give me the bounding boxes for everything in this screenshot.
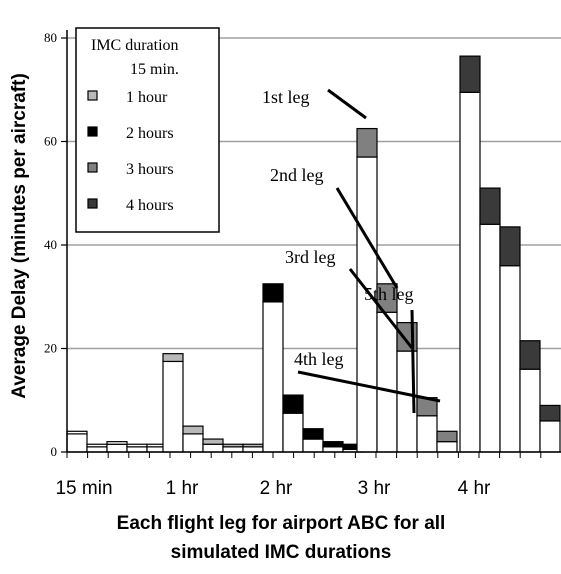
y-axis-title: Average Delay (minutes per aircraft) [9, 73, 30, 399]
legend-title-line1: IMC duration [91, 37, 179, 54]
x-tick-labels: 15 min 1 hr 2 hr 3 hr 4 hr [55, 478, 491, 499]
bar-4hr-leg2-base [479, 223, 501, 453]
annotation-1st-leg-line [327, 88, 367, 120]
y-tick-label-0: 0 [51, 444, 58, 459]
bar-2hr-leg2-base [282, 412, 304, 453]
bar-15min-leg4-extra [126, 443, 148, 448]
legend-box [75, 27, 220, 233]
bar-4hr-leg2-extra [479, 187, 501, 225]
x-group-label-3hr: 3 hr [358, 478, 391, 499]
legend-label-2-hours: 2 hours [126, 125, 174, 142]
bar-2hr-leg3-base [302, 438, 324, 453]
leg-annotations: 1st leg 2nd leg 3rd leg 4th leg 5th leg [262, 87, 441, 414]
bar-1hr-leg3-base [202, 443, 224, 453]
x-group-label-4hr: 4 hr [458, 478, 491, 499]
bar-1hr-leg4-extra [222, 443, 244, 448]
bar-3hr-leg1-base [356, 156, 378, 453]
bar-4hr-leg5-extra [539, 404, 561, 422]
legend-swatch-4-hours [87, 198, 98, 209]
legend-title-line2: 15 min. [130, 61, 179, 78]
bar-1hr-leg4-base [222, 446, 244, 453]
bar-15min-leg1-extra [66, 430, 88, 435]
y-tick-label-60: 60 [44, 134, 57, 149]
bar-3hr-leg5-extra [436, 430, 458, 443]
legend-label-1-hour: 1 hour [126, 89, 168, 106]
bar-4hr-leg5-base [539, 420, 561, 453]
legend: IMC duration 15 min. 1 hour 2 hours 3 hours 4… [75, 27, 220, 233]
annotation-4th-leg-line [297, 370, 441, 403]
annotation-2nd-leg-line [335, 187, 399, 289]
bar-1hr-leg5-extra [242, 443, 264, 448]
bar-2hr-leg4-extra [322, 441, 344, 448]
bar-1hr-leg1-extra [162, 353, 184, 363]
bar-3hr-leg5-base [436, 441, 458, 453]
bar-1hr-leg1-base [162, 360, 184, 453]
x-group-label-2hr: 2 hr [260, 478, 293, 499]
bar-3hr-leg4-base [416, 415, 438, 453]
annotation-4th-leg-label: 4th leg [294, 349, 344, 369]
annotation-3rd-leg-label: 3rd leg [285, 247, 335, 267]
bar-1hr-leg2-extra [182, 425, 204, 435]
legend-swatch-2-hours [87, 126, 98, 137]
bar-3hr-leg2-extra [376, 283, 398, 313]
y-tick-label-20: 20 [44, 341, 57, 356]
y-tick-label-80: 80 [44, 30, 57, 45]
bar-2hr-leg1-extra [262, 283, 284, 303]
bar-1hr-leg3-extra [202, 438, 224, 445]
annotation-5th-leg-label: 5th leg [364, 284, 414, 304]
bar-1hr-leg2-base [182, 433, 204, 453]
bar-4hr-leg3-base [499, 265, 521, 453]
annotation-1st-leg-label: 1st leg [262, 87, 310, 107]
bar-4hr-leg1-base [459, 91, 481, 453]
legend-label-4-hours: 4 hours [126, 197, 174, 214]
bar-1hr-leg5-base [242, 446, 264, 453]
bar-15min-leg2-base [86, 446, 108, 453]
bar-4hr-leg3-extra [499, 226, 521, 267]
bar-15min-leg3-base [106, 443, 128, 453]
legend-swatch-3-hours [87, 162, 98, 173]
bar-3hr-leg2-base [376, 311, 398, 453]
x-group-label-15min: 15 min [55, 478, 112, 499]
annotation-3rd-leg-line [348, 268, 414, 349]
bar-15min-leg1-base [66, 433, 88, 453]
annotation-5th-leg-line [410, 309, 416, 414]
y-tick-label-40: 40 [44, 237, 57, 252]
bar-15min-leg3-extra [106, 441, 128, 445]
bars [66, 55, 561, 453]
x-axis-title-line1: Each flight leg for airport ABC for all [117, 513, 446, 534]
bar-2hr-leg1-base [262, 301, 284, 453]
legend-label-3-hours: 3 hours [126, 161, 174, 178]
x-axis-title-line2: simulated IMC durations [171, 542, 392, 563]
bar-4hr-leg4-extra [519, 340, 541, 370]
axes [61, 30, 561, 458]
bar-15min-leg2-extra [86, 443, 108, 448]
bar-4hr-leg1-extra [459, 55, 481, 93]
bar-2hr-leg3-extra [302, 428, 324, 440]
bar-4hr-leg4-base [519, 368, 541, 453]
y-tick-labels: 0 20 40 60 80 [44, 30, 57, 459]
annotation-2nd-leg-label: 2nd leg [270, 165, 324, 185]
bar-3hr-leg1-extra [356, 127, 378, 158]
bar-2hr-leg2-extra [282, 394, 304, 414]
bar-2hr-leg4-base [322, 446, 344, 453]
x-group-label-1hr: 1 hr [166, 478, 199, 499]
bar-15min-leg4-base [126, 446, 148, 453]
legend-swatch-1-hour [87, 90, 98, 101]
